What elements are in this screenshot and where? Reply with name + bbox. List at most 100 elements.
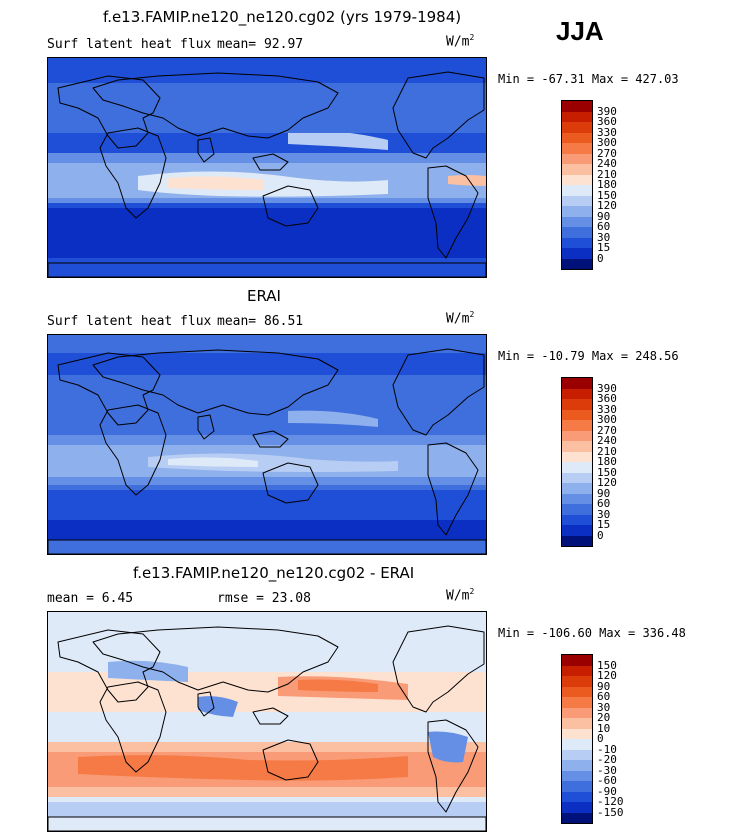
map-coastline <box>427 442 479 536</box>
colorbar-tick-label: 20 <box>597 711 611 724</box>
colorbar-swatch <box>562 472 592 483</box>
map-contour-band <box>48 118 486 133</box>
map-coastline <box>392 71 485 159</box>
map-contour-band <box>448 175 486 186</box>
colorbar-tick-label: -20 <box>597 753 617 766</box>
colorbar-swatch <box>562 430 592 441</box>
colorbar-tick-label: 90 <box>597 486 611 500</box>
map-coastline <box>57 75 161 149</box>
colorbar-swatch <box>562 655 592 666</box>
colorbar-tick-label: 150 <box>597 465 617 479</box>
colorbar-swatch <box>562 143 592 154</box>
colorbar-tick-label: 240 <box>597 157 617 170</box>
colorbar-tick-label: 180 <box>597 178 617 191</box>
colorbar-swatch <box>562 237 592 248</box>
colorbar-tick-label: 210 <box>597 444 617 458</box>
colorbar-tick-label: 10 <box>597 721 611 735</box>
map-coastline <box>252 153 289 171</box>
colorbar-swatch <box>562 420 592 431</box>
colorbar-swatch <box>562 781 592 792</box>
colorbar-tick-label: 90 <box>597 209 611 223</box>
colorbar-tick-label: 300 <box>597 413 617 426</box>
colorbar-tick-label: -150 <box>597 805 624 819</box>
colorbar-tick-label: 360 <box>597 392 617 405</box>
colorbar-swatch <box>562 185 592 196</box>
colorbar-swatch <box>562 749 592 760</box>
colorbar-tick-label: 30 <box>597 700 611 714</box>
colorbar-swatch <box>562 462 592 473</box>
map-coastline <box>427 719 479 813</box>
map-contour-band <box>48 353 486 375</box>
panel-model-title: f.e13.FAMIP.ne120_ne120.cg02 (yrs 1979-1… <box>103 8 462 26</box>
panel-model-units: W/m2 <box>446 33 475 50</box>
map-contour-band <box>108 660 188 682</box>
colorbar-swatch <box>562 504 592 515</box>
map-contour-band <box>298 679 378 692</box>
colorbar-tick-label: 120 <box>597 476 617 489</box>
panel-model-field-label: Surf latent heat flux <box>47 37 212 52</box>
colorbar-swatch <box>562 195 592 206</box>
map-contour-band <box>168 176 263 190</box>
colorbar-swatch <box>562 770 592 781</box>
panel-diff-colorbar <box>561 654 593 824</box>
colorbar-swatch <box>562 409 592 420</box>
colorbar-swatch <box>562 686 592 697</box>
colorbar-tick-label: 120 <box>597 199 617 212</box>
colorbar-tick-label: 150 <box>597 188 617 202</box>
colorbar-tick-label: 0 <box>597 732 604 745</box>
map-coastline <box>99 127 167 219</box>
colorbar-swatch <box>562 101 592 112</box>
map-coastline <box>252 707 289 725</box>
colorbar-tick-label: -90 <box>597 784 617 798</box>
panel-diff-rmse: rmse = 23.08 <box>217 591 311 606</box>
panel-obs-map <box>47 334 487 555</box>
colorbar-tick-label: 240 <box>597 434 617 447</box>
map-coastline <box>48 262 486 277</box>
map-coastline <box>262 462 319 504</box>
colorbar-swatch <box>562 739 592 750</box>
panel-obs-field-label: Surf latent heat flux <box>47 314 212 329</box>
panel-diff-mean: mean = 6.45 <box>47 591 134 606</box>
colorbar-tick-label: 60 <box>597 690 611 703</box>
map-contour-band <box>48 802 486 817</box>
colorbar-tick-label: 150 <box>597 658 617 672</box>
map-contour-band <box>428 731 468 763</box>
panel-model-mean: mean= 92.97 <box>217 37 304 52</box>
colorbar-tick-label: 330 <box>597 125 617 139</box>
colorbar-tick-label: 60 <box>597 497 611 510</box>
colorbar-swatch <box>562 132 592 143</box>
map-coastline <box>262 739 319 781</box>
colorbar-swatch <box>562 164 592 175</box>
colorbar-swatch <box>562 791 592 802</box>
map-contour-band <box>48 83 486 118</box>
colorbar-swatch <box>562 216 592 227</box>
map-contour-band <box>288 410 378 427</box>
colorbar-swatch <box>562 707 592 718</box>
map-ocean-field <box>48 612 486 831</box>
map-contour-band <box>168 457 258 467</box>
season-label: JJA <box>556 16 604 46</box>
colorbar-swatch <box>562 718 592 729</box>
map-coastline <box>427 165 479 259</box>
colorbar-swatch <box>562 812 592 823</box>
map-contour-band <box>48 520 486 540</box>
map-contour-band <box>78 755 408 781</box>
colorbar-swatch <box>562 122 592 133</box>
colorbar-tick-label: 120 <box>597 669 617 682</box>
colorbar-swatch <box>562 153 592 164</box>
map-coastline <box>99 681 167 773</box>
colorbar-tick-label: 180 <box>597 455 617 468</box>
colorbar-swatch <box>562 399 592 410</box>
colorbar-tick-label: 15 <box>597 241 611 254</box>
colorbar-tick-label: 270 <box>597 423 617 437</box>
colorbar-swatch <box>562 451 592 462</box>
colorbar-tick-label: 90 <box>597 679 611 693</box>
map-coastline <box>92 349 339 416</box>
colorbar-tick-label: 390 <box>597 381 617 395</box>
panel-obs-mean: mean= 86.51 <box>217 314 304 329</box>
panel-obs-title: ERAI <box>247 287 281 305</box>
panel-diff-minmax: Min = -106.60 Max = 336.48 <box>498 626 686 640</box>
colorbar-tick-label: 360 <box>597 115 617 128</box>
panel-model-minmax: Min = -67.31 Max = 427.03 <box>498 72 679 86</box>
colorbar-swatch <box>562 174 592 185</box>
